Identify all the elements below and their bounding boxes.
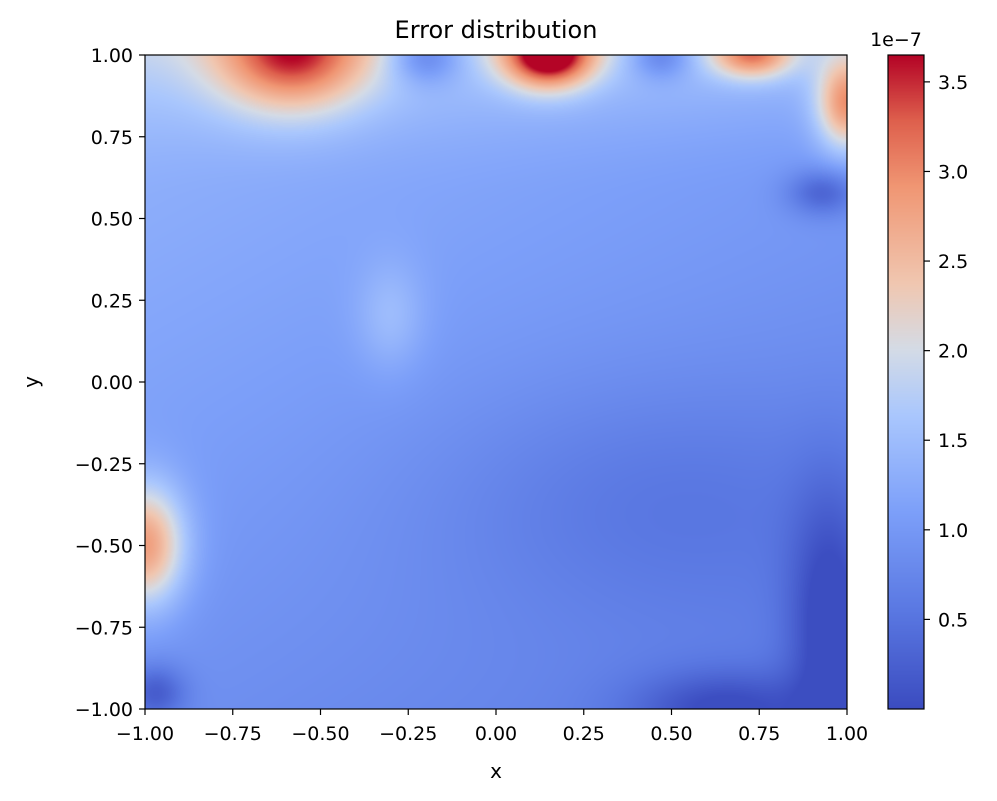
colorbar-tick-label: 3.5	[938, 72, 968, 94]
colorbar-tick-label: 0.5	[938, 609, 968, 631]
y-tick-label: 0.00	[91, 372, 133, 394]
y-tick-label: 0.25	[91, 290, 133, 312]
x-tick-label: 0.25	[563, 723, 605, 745]
x-tick-label: 0.00	[475, 723, 517, 745]
chart-title: Error distribution	[395, 16, 598, 44]
colorbar-gradient	[888, 55, 924, 709]
plot-frame	[144, 54, 848, 710]
x-tick-label: −0.75	[204, 723, 262, 745]
colorbar-frame	[887, 54, 925, 710]
y-tick-label: 0.75	[91, 127, 133, 149]
colorbar-multiplier: 1e−7	[870, 29, 922, 51]
x-tick-label: 0.75	[738, 723, 780, 745]
colorbar-tick-label: 1.0	[938, 520, 968, 542]
y-tick-label: −0.50	[75, 536, 133, 558]
colorbar-tick-label: 2.5	[938, 251, 968, 273]
colorbar-tick-label: 2.0	[938, 341, 968, 363]
x-axis-label: x	[490, 759, 502, 783]
y-tick-label: 0.50	[91, 209, 133, 231]
y-axis-label: y	[19, 376, 43, 388]
x-tick-label: −0.25	[379, 723, 437, 745]
colorbar-tick-label: 1.5	[938, 430, 968, 452]
x-tick-label: 1.00	[826, 723, 868, 745]
y-tick-label: −0.25	[75, 454, 133, 476]
x-tick-label: −1.00	[116, 723, 174, 745]
x-tick-label: 0.50	[650, 723, 692, 745]
colorbar-tick-label: 3.0	[938, 161, 968, 183]
y-tick-label: 1.00	[91, 45, 133, 67]
error-heatmap	[145, 55, 847, 709]
x-tick-label: −0.50	[291, 723, 349, 745]
y-tick-label: −0.75	[75, 617, 133, 639]
y-tick-label: −1.00	[75, 699, 133, 721]
